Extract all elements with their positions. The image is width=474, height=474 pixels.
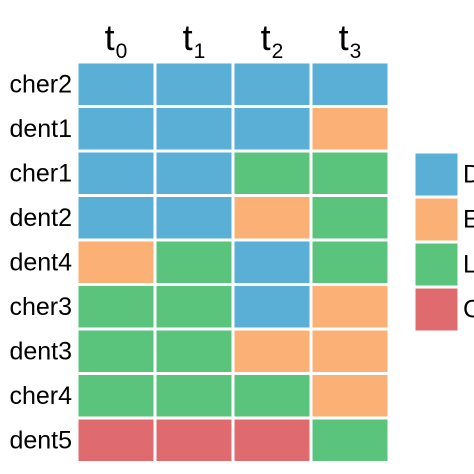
row-labels: cher2 dent1 cher1 dent2 dent4 cher3 dent3 cher4… xyxy=(9,70,72,454)
row-label: dent3 xyxy=(9,337,72,365)
heatmap-cell xyxy=(153,327,235,375)
legend-label: L xyxy=(463,251,474,279)
legend-swatch xyxy=(412,240,461,289)
heatmap-cell xyxy=(153,283,235,331)
heatmap-cell xyxy=(231,238,313,286)
column-label-subscript: 0 xyxy=(116,40,128,63)
heatmap-cell xyxy=(153,372,235,420)
column-label-subscript: 3 xyxy=(350,40,362,63)
heatmap-cell xyxy=(231,149,313,197)
column-label: t2 xyxy=(261,17,284,63)
legend-swatch xyxy=(412,285,461,334)
heatmap-cell xyxy=(309,372,391,420)
heatmap-cell xyxy=(153,149,235,197)
heatmap-cell xyxy=(231,60,313,108)
heatmap-cell xyxy=(309,194,391,242)
heatmap-cell xyxy=(153,194,235,242)
heatmap-cell xyxy=(75,327,157,375)
legend-label: E xyxy=(463,206,474,234)
column-labels: t0 t1 t2 t3 xyxy=(105,17,362,63)
row-label: dent5 xyxy=(9,426,72,454)
heatmap-cell xyxy=(75,149,157,197)
heatmap-cell xyxy=(153,60,235,108)
heatmap-cell xyxy=(309,105,391,153)
heatmap-cell xyxy=(309,60,391,108)
row-label: dent1 xyxy=(9,115,72,143)
heatmap-cell xyxy=(231,327,313,375)
heatmap-cell xyxy=(231,283,313,331)
legend-label: C xyxy=(463,296,474,324)
heatmap-cell xyxy=(231,416,313,464)
heatmap-cell xyxy=(75,105,157,153)
column-label-base: t xyxy=(339,17,349,58)
row-label: cher4 xyxy=(9,382,72,410)
column-label-subscript: 2 xyxy=(272,40,284,63)
column-label-base: t xyxy=(183,17,193,58)
row-label: dent4 xyxy=(9,248,72,276)
heatmap-cell xyxy=(153,105,235,153)
heatmap-cell xyxy=(309,283,391,331)
heatmap-cell xyxy=(231,105,313,153)
heatmap-cell xyxy=(309,238,391,286)
heatmap-cells xyxy=(75,60,391,464)
column-label-subscript: 1 xyxy=(194,40,206,63)
heatmap-cell xyxy=(231,194,313,242)
heatmap-cell xyxy=(309,416,391,464)
heatmap-cell xyxy=(309,149,391,197)
heatmap-cell xyxy=(75,194,157,242)
legend-label: D xyxy=(463,161,474,189)
row-label: cher2 xyxy=(9,70,72,98)
row-label: cher3 xyxy=(9,293,72,321)
heatmap-cell xyxy=(75,60,157,108)
column-label-base: t xyxy=(261,17,271,58)
legend-swatch xyxy=(412,150,461,199)
column-label: t0 xyxy=(105,17,128,63)
heatmap-cell xyxy=(309,327,391,375)
column-label-base: t xyxy=(105,17,115,58)
heatmap-cell xyxy=(231,372,313,420)
heatmap-cell xyxy=(75,283,157,331)
legend-swatch xyxy=(412,195,461,244)
heatmap-cell xyxy=(75,416,157,464)
heatmap-cell xyxy=(153,238,235,286)
row-label: dent2 xyxy=(9,204,72,232)
row-label: cher1 xyxy=(9,159,72,187)
column-label: t1 xyxy=(183,17,206,63)
column-label: t3 xyxy=(339,17,362,63)
heatmap-cell xyxy=(75,372,157,420)
heatmap-cell xyxy=(75,238,157,286)
heatmap-cell xyxy=(153,416,235,464)
